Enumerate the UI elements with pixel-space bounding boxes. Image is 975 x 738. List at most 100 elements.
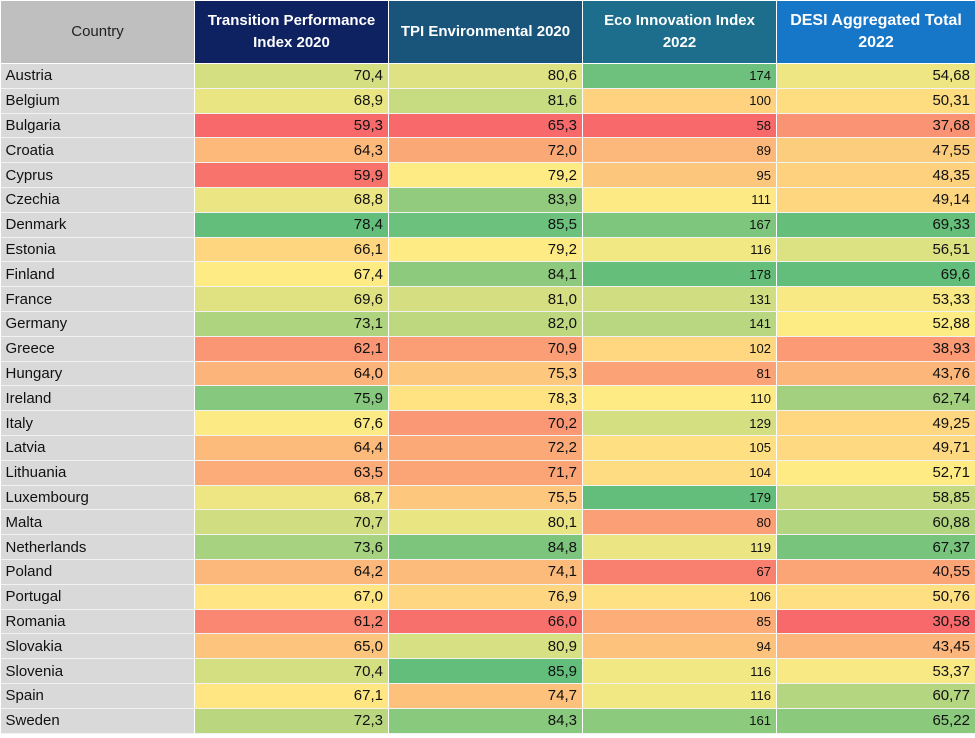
value-cell: 75,5 bbox=[388, 485, 583, 511]
table-row: Austria 70,4 80,6 174 54,68 bbox=[0, 63, 975, 89]
value-cell: 58,85 bbox=[776, 485, 975, 511]
header-row: Country Transition Performance Index 202… bbox=[0, 0, 975, 64]
value-cell: 84,3 bbox=[388, 708, 583, 734]
value-cell: 49,14 bbox=[776, 187, 975, 213]
table-row: Spain 67,1 74,7 116 60,77 bbox=[0, 683, 975, 709]
value-cell: 100 bbox=[582, 88, 777, 114]
table-body: Austria 70,4 80,6 174 54,68 Belgium 68,9 81,6 10… bbox=[0, 63, 975, 734]
table-row: Croatia 64,3 72,0 89 47,55 bbox=[0, 137, 975, 164]
value-cell: 62,1 bbox=[194, 336, 389, 362]
country-cell: Finland bbox=[0, 261, 195, 288]
value-cell: 75,9 bbox=[194, 385, 389, 412]
value-cell: 70,4 bbox=[194, 63, 389, 89]
value-cell: 102 bbox=[582, 336, 777, 362]
value-cell: 59,9 bbox=[194, 162, 389, 188]
value-cell: 74,7 bbox=[388, 683, 583, 709]
value-cell: 66,0 bbox=[388, 609, 583, 635]
value-cell: 119 bbox=[582, 534, 777, 560]
country-cell: Estonia bbox=[0, 237, 195, 263]
country-cell: Spain bbox=[0, 683, 195, 709]
value-cell: 68,8 bbox=[194, 187, 389, 213]
value-cell: 178 bbox=[582, 261, 777, 288]
value-cell: 60,88 bbox=[776, 509, 975, 536]
value-cell: 69,6 bbox=[776, 261, 975, 288]
value-cell: 80,1 bbox=[388, 509, 583, 536]
value-cell: 80 bbox=[582, 509, 777, 536]
value-cell: 73,1 bbox=[194, 311, 389, 337]
value-cell: 43,45 bbox=[776, 633, 975, 660]
country-cell: Portugal bbox=[0, 584, 195, 610]
table-row: Netherlands 73,6 84,8 119 67,37 bbox=[0, 534, 975, 560]
column-header-tpi-environmental: TPI Environmental 2020 bbox=[388, 0, 583, 64]
value-cell: 70,4 bbox=[194, 658, 389, 684]
country-cell: Poland bbox=[0, 559, 195, 585]
table-row: Cyprus 59,9 79,2 95 48,35 bbox=[0, 162, 975, 188]
table-row: Sweden 72,3 84,3 161 65,22 bbox=[0, 708, 975, 734]
value-cell: 67,1 bbox=[194, 683, 389, 709]
table-row: Slovakia 65,0 80,9 94 43,45 bbox=[0, 633, 975, 660]
value-cell: 141 bbox=[582, 311, 777, 337]
value-cell: 49,25 bbox=[776, 410, 975, 436]
value-cell: 167 bbox=[582, 212, 777, 238]
value-cell: 65,3 bbox=[388, 113, 583, 139]
value-cell: 43,76 bbox=[776, 361, 975, 387]
table-row: Romania 61,2 66,0 85 30,58 bbox=[0, 609, 975, 635]
country-cell: Italy bbox=[0, 410, 195, 436]
column-header-country: Country bbox=[0, 0, 195, 64]
table-row: Denmark 78,4 85,5 167 69,33 bbox=[0, 212, 975, 238]
value-cell: 106 bbox=[582, 584, 777, 610]
value-cell: 66,1 bbox=[194, 237, 389, 263]
value-cell: 81,6 bbox=[388, 88, 583, 114]
value-cell: 116 bbox=[582, 658, 777, 684]
value-cell: 64,3 bbox=[194, 137, 389, 164]
country-cell: Croatia bbox=[0, 137, 195, 164]
value-cell: 73,6 bbox=[194, 534, 389, 560]
table-row: Italy 67,6 70,2 129 49,25 bbox=[0, 410, 975, 436]
value-cell: 116 bbox=[582, 237, 777, 263]
value-cell: 50,76 bbox=[776, 584, 975, 610]
value-cell: 68,9 bbox=[194, 88, 389, 114]
table-row: Lithuania 63,5 71,7 104 52,71 bbox=[0, 460, 975, 486]
table-row: Malta 70,7 80,1 80 60,88 bbox=[0, 509, 975, 536]
country-cell: Luxembourg bbox=[0, 485, 195, 511]
table-row: Hungary 64,0 75,3 81 43,76 bbox=[0, 361, 975, 387]
value-cell: 53,33 bbox=[776, 286, 975, 312]
country-cell: Malta bbox=[0, 509, 195, 536]
value-cell: 47,55 bbox=[776, 137, 975, 164]
column-header-desi-aggregated-total: DESI Aggregated Total 2022 bbox=[776, 0, 975, 64]
country-cell: Hungary bbox=[0, 361, 195, 387]
value-cell: 74,1 bbox=[388, 559, 583, 585]
value-cell: 84,8 bbox=[388, 534, 583, 560]
country-cell: Lithuania bbox=[0, 460, 195, 486]
value-cell: 67,37 bbox=[776, 534, 975, 560]
table-row: Bulgaria 59,3 65,3 58 37,68 bbox=[0, 113, 975, 139]
value-cell: 105 bbox=[582, 435, 777, 461]
country-cell: Romania bbox=[0, 609, 195, 635]
value-cell: 52,88 bbox=[776, 311, 975, 337]
country-cell: Latvia bbox=[0, 435, 195, 461]
value-cell: 64,0 bbox=[194, 361, 389, 387]
value-cell: 52,71 bbox=[776, 460, 975, 486]
value-cell: 161 bbox=[582, 708, 777, 734]
value-cell: 64,2 bbox=[194, 559, 389, 585]
value-cell: 82,0 bbox=[388, 311, 583, 337]
value-cell: 63,5 bbox=[194, 460, 389, 486]
value-cell: 65,22 bbox=[776, 708, 975, 734]
country-cell: Slovenia bbox=[0, 658, 195, 684]
table-row: Latvia 64,4 72,2 105 49,71 bbox=[0, 435, 975, 461]
value-cell: 179 bbox=[582, 485, 777, 511]
value-cell: 68,7 bbox=[194, 485, 389, 511]
table-row: Finland 67,4 84,1 178 69,6 bbox=[0, 261, 975, 288]
value-cell: 129 bbox=[582, 410, 777, 436]
value-cell: 58 bbox=[582, 113, 777, 139]
value-cell: 37,68 bbox=[776, 113, 975, 139]
value-cell: 81 bbox=[582, 361, 777, 387]
value-cell: 67,0 bbox=[194, 584, 389, 610]
value-cell: 79,2 bbox=[388, 237, 583, 263]
value-cell: 78,3 bbox=[388, 385, 583, 412]
value-cell: 116 bbox=[582, 683, 777, 709]
value-cell: 67 bbox=[582, 559, 777, 585]
country-cell: Cyprus bbox=[0, 162, 195, 188]
value-cell: 38,93 bbox=[776, 336, 975, 362]
